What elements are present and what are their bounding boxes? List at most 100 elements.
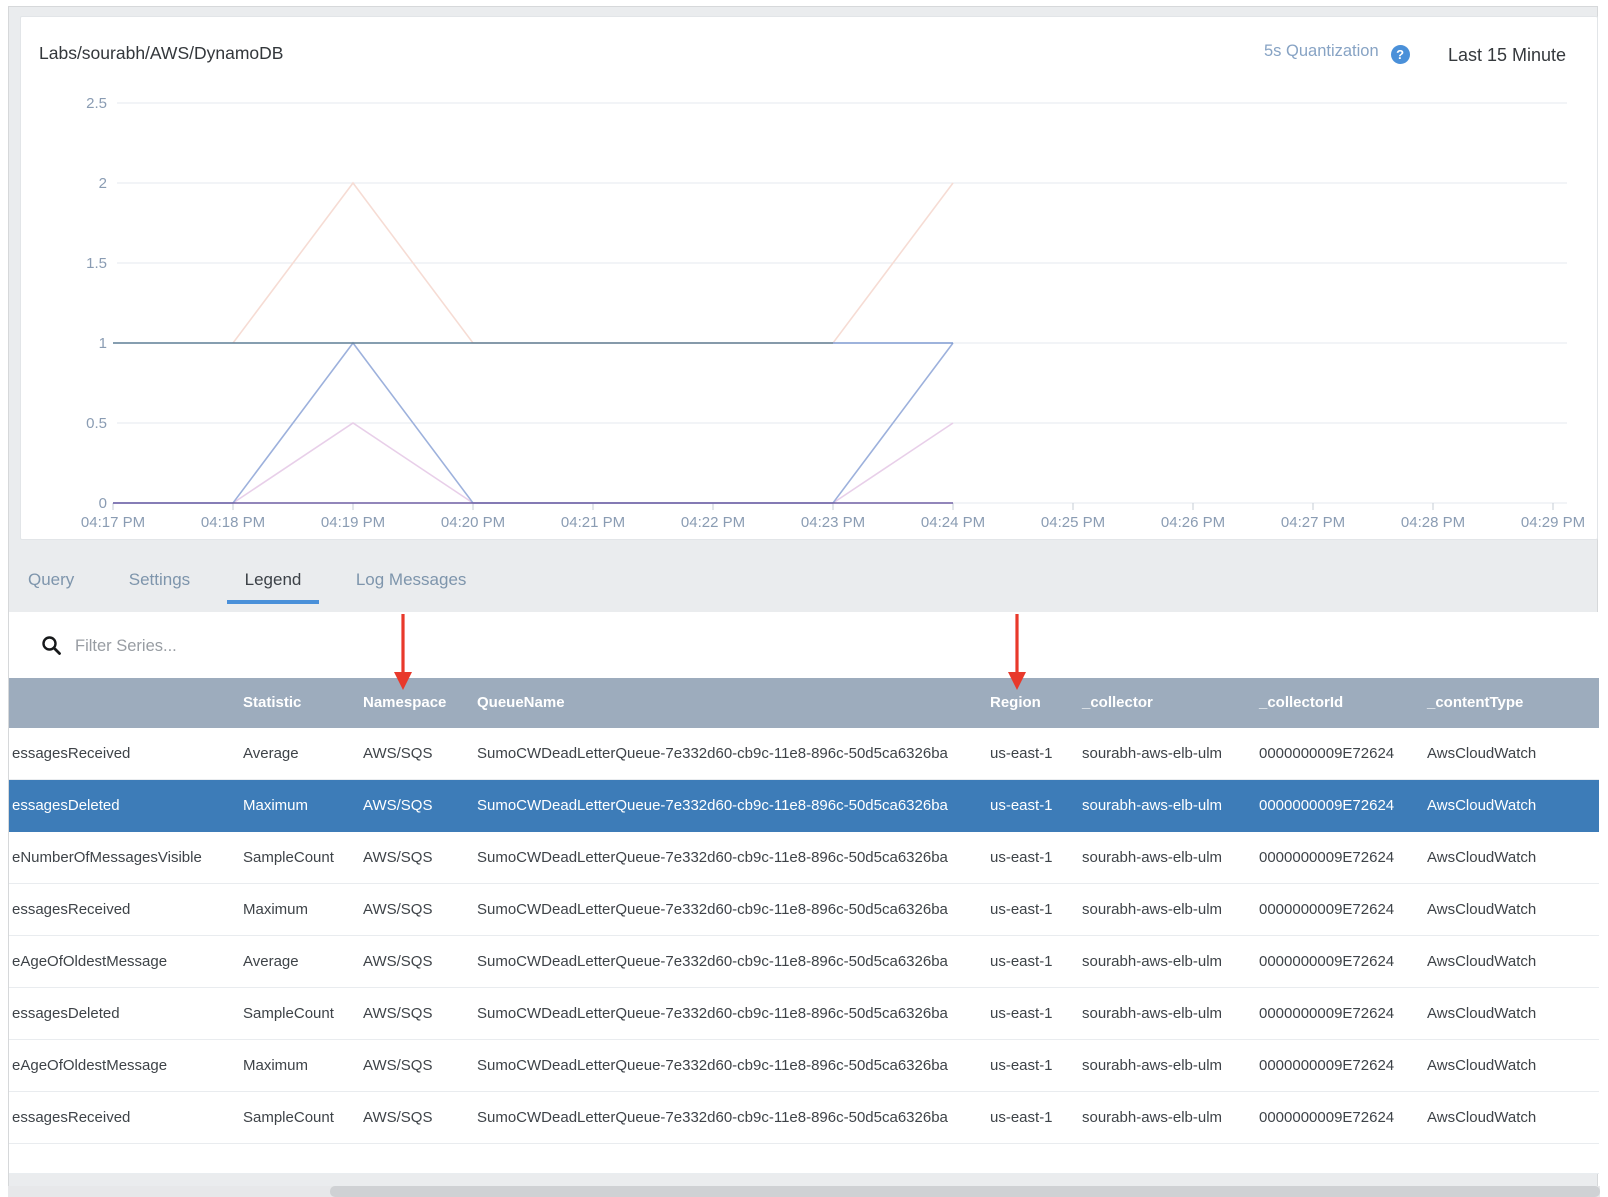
table-cell: AwsCloudWatch bbox=[1427, 953, 1537, 970]
table-cell: AwsCloudWatch bbox=[1427, 745, 1537, 762]
table-cell: essagesReceived bbox=[12, 1109, 131, 1126]
svg-text:2.5: 2.5 bbox=[86, 95, 107, 112]
search-icon bbox=[42, 636, 61, 655]
svg-text:04:21 PM: 04:21 PM bbox=[561, 514, 625, 531]
table-cell: essagesDeleted bbox=[12, 797, 120, 814]
table-cell: SumoCWDeadLetterQueue-7e332d60-cb9c-11e8… bbox=[477, 953, 948, 970]
table-cell: SumoCWDeadLetterQueue-7e332d60-cb9c-11e8… bbox=[477, 849, 948, 866]
table-cell: SumoCWDeadLetterQueue-7e332d60-cb9c-11e8… bbox=[477, 1057, 948, 1074]
table-cell: 0000000009E72624 bbox=[1259, 1057, 1395, 1074]
table-cell: 0000000009E72624 bbox=[1259, 953, 1395, 970]
table-cell: us-east-1 bbox=[990, 1005, 1053, 1022]
svg-text:04:26 PM: 04:26 PM bbox=[1161, 514, 1225, 531]
table-cell: sourabh-aws-elb-ulm bbox=[1082, 849, 1223, 866]
horizontal-scrollbar-track[interactable] bbox=[8, 1186, 1600, 1197]
table-cell: SampleCount bbox=[243, 849, 334, 866]
column-header-Region[interactable]: Region bbox=[990, 694, 1041, 711]
table-cell: eAgeOfOldestMessage bbox=[12, 1057, 168, 1074]
table-cell: sourabh-aws-elb-ulm bbox=[1082, 1005, 1223, 1022]
table-body: essagesReceived Average AWS/SQS SumoCWDeadL… bbox=[9, 728, 1599, 1144]
table-cell: 0000000009E72624 bbox=[1259, 849, 1395, 866]
column-header-_contentType[interactable]: _contentType bbox=[1427, 694, 1524, 711]
svg-text:1: 1 bbox=[99, 335, 107, 352]
table-cell: us-east-1 bbox=[990, 1057, 1053, 1074]
svg-text:0.5: 0.5 bbox=[86, 415, 107, 432]
table-row[interactable]: essagesReceived Average AWS/SQS SumoCWDeadL… bbox=[9, 728, 1599, 780]
svg-text:04:18 PM: 04:18 PM bbox=[201, 514, 265, 531]
svg-text:04:27 PM: 04:27 PM bbox=[1281, 514, 1345, 531]
svg-text:04:28 PM: 04:28 PM bbox=[1401, 514, 1465, 531]
table-cell: SampleCount bbox=[243, 1005, 334, 1022]
time-range-label[interactable]: Last 15 Minute bbox=[1448, 45, 1567, 65]
legend-panel: Statistic Namespace QueueName Region _collec… bbox=[9, 612, 1599, 1174]
table-cell: Maximum bbox=[243, 1057, 309, 1074]
table-cell: SumoCWDeadLetterQueue-7e332d60-cb9c-11e8… bbox=[477, 1005, 948, 1022]
column-header-Namespace[interactable]: Namespace bbox=[363, 694, 447, 711]
chart-title: Labs/sourabh/AWS/DynamoDB bbox=[39, 43, 284, 63]
column-header-_collectorId[interactable]: _collectorId bbox=[1259, 694, 1344, 711]
tab-settings[interactable]: Settings bbox=[128, 570, 191, 589]
table-cell: eAgeOfOldestMessage bbox=[12, 953, 168, 970]
table-cell: us-east-1 bbox=[990, 745, 1053, 762]
column-header-Statistic[interactable]: Statistic bbox=[243, 694, 302, 711]
tab-bar: Query Settings Legend Log Messages bbox=[10, 556, 498, 612]
table-cell: us-east-1 bbox=[990, 901, 1053, 918]
table-cell: essagesReceived bbox=[12, 901, 131, 918]
table-cell: eNumberOfMessagesVisible bbox=[12, 849, 202, 866]
svg-text:04:19 PM: 04:19 PM bbox=[321, 514, 385, 531]
table-cell: sourabh-aws-elb-ulm bbox=[1082, 901, 1223, 918]
help-icon[interactable]: ? bbox=[1390, 45, 1410, 64]
svg-text:0: 0 bbox=[99, 495, 107, 512]
annotation-arrow-namespace bbox=[394, 614, 412, 690]
filter-row bbox=[9, 612, 1599, 678]
svg-text:04:25 PM: 04:25 PM bbox=[1041, 514, 1105, 531]
table-row[interactable]: essagesDeleted Maximum AWS/SQS SumoCWDeadLe… bbox=[9, 780, 1599, 832]
svg-text:04:29 PM: 04:29 PM bbox=[1521, 514, 1585, 531]
table-row[interactable]: eAgeOfOldestMessage Maximum AWS/SQS SumoCWD… bbox=[9, 1040, 1599, 1092]
table-cell: AWS/SQS bbox=[363, 849, 433, 866]
chart-line-series-pink bbox=[232, 422, 954, 504]
time-series-chart: 2.5 2 1.5 1 0.5 0 04:17 PM 04:18 PM 04:19 PM 04:2… bbox=[81, 95, 1585, 531]
table-cell: us-east-1 bbox=[990, 1109, 1053, 1126]
table-cell: AWS/SQS bbox=[363, 745, 433, 762]
table-row[interactable]: eNumberOfMessagesVisible SampleCount AWS/S… bbox=[9, 832, 1599, 884]
table-header: Statistic Namespace QueueName Region _collec… bbox=[9, 678, 1599, 728]
tab-log-messages[interactable]: Log Messages bbox=[355, 570, 467, 589]
column-header-_collector[interactable]: _collector bbox=[1082, 694, 1153, 711]
table-cell: SumoCWDeadLetterQueue-7e332d60-cb9c-11e8… bbox=[477, 797, 948, 814]
tab-query[interactable]: Query bbox=[28, 570, 75, 589]
quantization-control[interactable]: 5s Quantization? bbox=[1264, 42, 1434, 66]
table-cell: AWS/SQS bbox=[363, 1057, 433, 1074]
table-cell: AwsCloudWatch bbox=[1427, 1057, 1537, 1074]
column-header-metric[interactable] bbox=[12, 678, 237, 728]
table-cell: Average bbox=[243, 745, 299, 762]
table-cell: us-east-1 bbox=[990, 797, 1053, 814]
table-cell: sourabh-aws-elb-ulm bbox=[1082, 1057, 1223, 1074]
table-cell: AWS/SQS bbox=[363, 797, 433, 814]
chart-panel: Labs/sourabh/AWS/DynamoDB 5s Quantizatio… bbox=[20, 16, 1598, 540]
column-header-QueueName[interactable]: QueueName bbox=[477, 694, 565, 711]
table-row[interactable]: essagesDeleted SampleCount AWS/SQS SumoCWDe… bbox=[9, 988, 1599, 1040]
table-cell: 0000000009E72624 bbox=[1259, 1005, 1395, 1022]
filter-series-input[interactable] bbox=[73, 630, 497, 662]
table-cell: sourabh-aws-elb-ulm bbox=[1082, 1109, 1223, 1126]
svg-text:1.5: 1.5 bbox=[86, 255, 107, 272]
table-row[interactable]: eAgeOfOldestMessage Average AWS/SQS SumoCWD… bbox=[9, 936, 1599, 988]
table-row[interactable]: essagesReceived Maximum AWS/SQS SumoCWDeadL… bbox=[9, 884, 1599, 936]
table-cell: sourabh-aws-elb-ulm bbox=[1082, 745, 1223, 762]
table-cell: AwsCloudWatch bbox=[1427, 1109, 1537, 1126]
table-cell: AwsCloudWatch bbox=[1427, 1005, 1537, 1022]
table-cell: SumoCWDeadLetterQueue-7e332d60-cb9c-11e8… bbox=[477, 745, 948, 762]
tab-legend[interactable]: Legend bbox=[226, 556, 320, 604]
svg-text:04:24 PM: 04:24 PM bbox=[921, 514, 985, 531]
horizontal-scrollbar-thumb[interactable] bbox=[330, 1186, 1600, 1197]
table-cell: SumoCWDeadLetterQueue-7e332d60-cb9c-11e8… bbox=[477, 901, 948, 918]
table-cell: AwsCloudWatch bbox=[1427, 797, 1537, 814]
table-cell: us-east-1 bbox=[990, 849, 1053, 866]
table-row[interactable]: essagesReceived SampleCount AWS/SQS SumoCWD… bbox=[9, 1092, 1599, 1144]
table-cell: essagesReceived bbox=[12, 745, 131, 762]
table-cell: AWS/SQS bbox=[363, 953, 433, 970]
table-cell: sourabh-aws-elb-ulm bbox=[1082, 797, 1223, 814]
table-cell: AwsCloudWatch bbox=[1427, 849, 1537, 866]
